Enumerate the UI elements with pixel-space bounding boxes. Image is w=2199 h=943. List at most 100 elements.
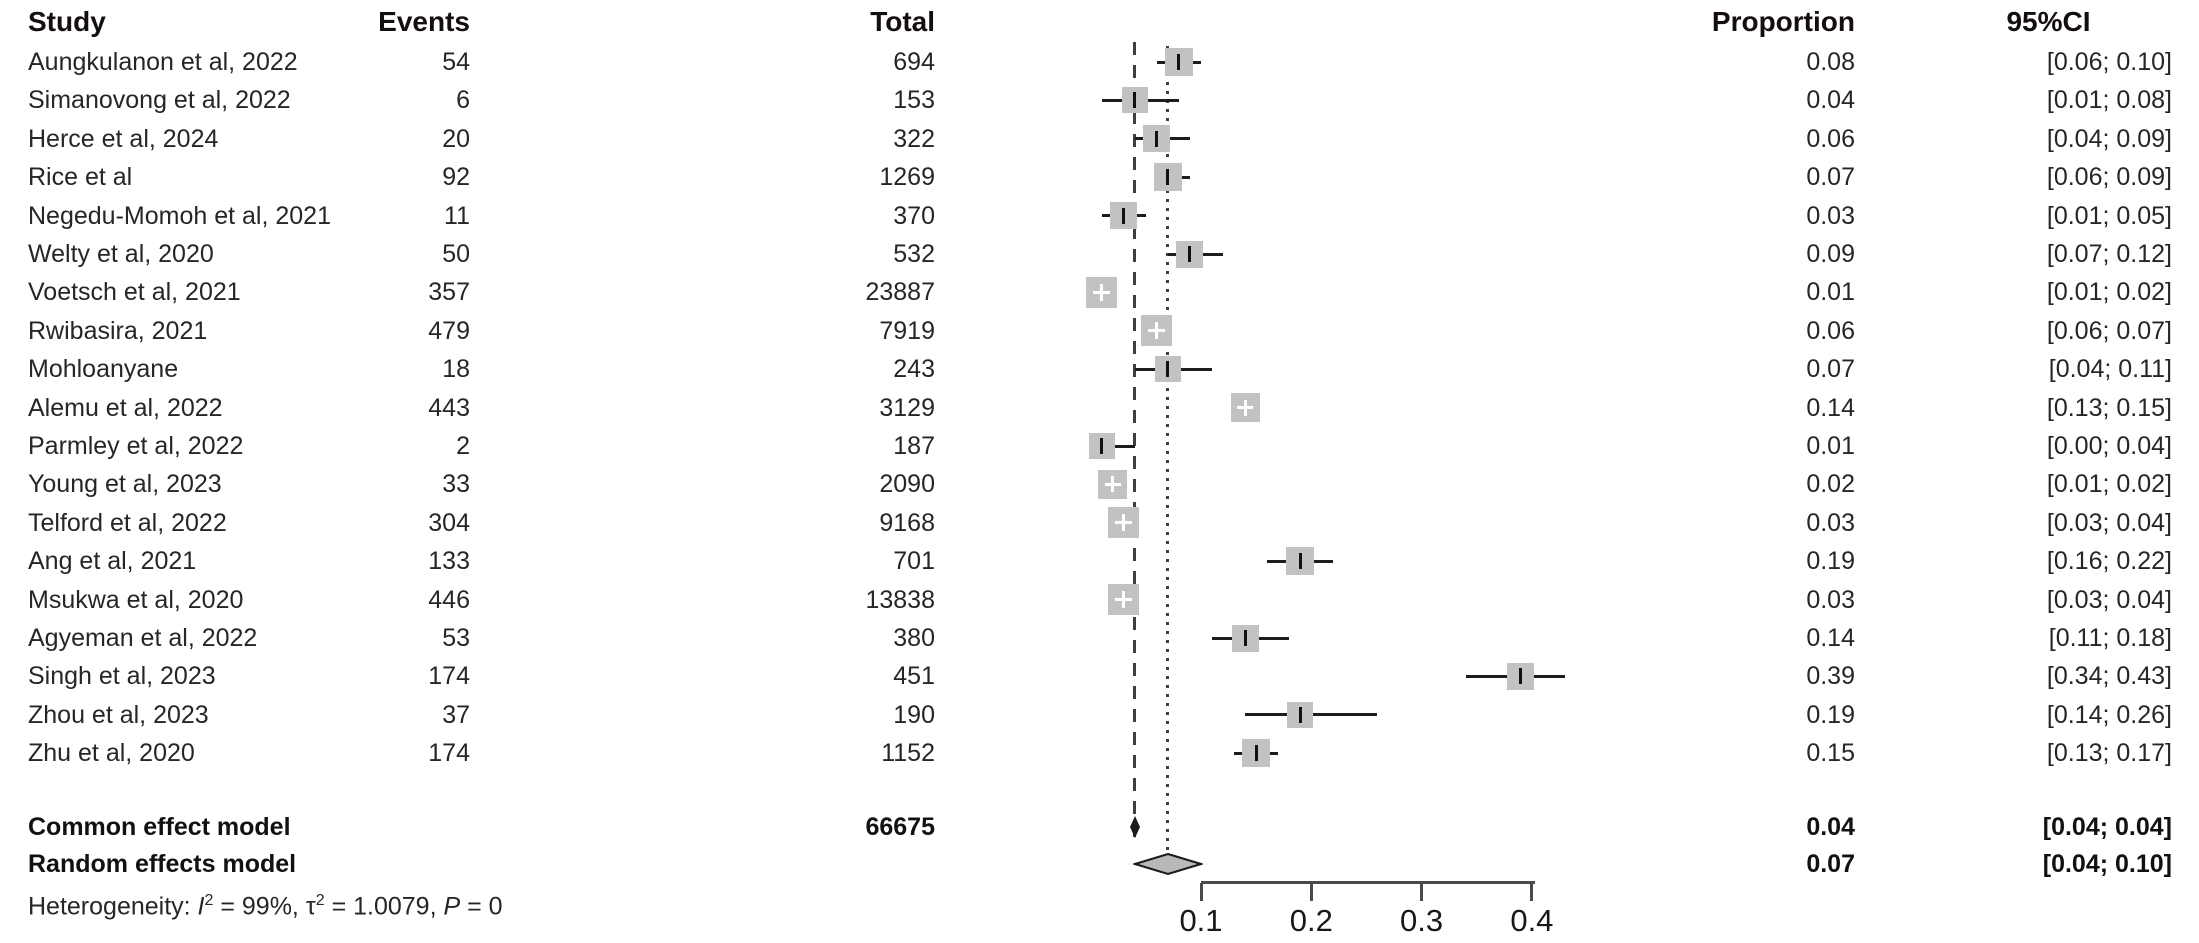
ci-value: [0.11; 0.18]	[2048, 624, 2172, 652]
events-value: 357	[428, 278, 470, 307]
proportion-value: 0.02	[1806, 470, 1855, 499]
events-value: 133	[428, 547, 470, 576]
ci-value: [0.06; 0.10]	[2046, 48, 2172, 76]
proportion-value: 0.39	[1806, 662, 1855, 691]
ci-value: [0.16; 0.22]	[2046, 547, 2172, 576]
table-row: Zhou et al, 2023 37 190 0.19 [0.14; 0.26…	[0, 696, 2199, 734]
table-row: Msukwa et al, 2020 446 13838 0.03 [0.03;…	[0, 581, 2199, 619]
table-row: Welty et al, 2020 50 532 0.09 [0.07; 0.1…	[0, 235, 2199, 273]
column-header-study: Study	[28, 6, 106, 37]
study-name: Ang et al, 2021	[28, 547, 197, 576]
proportion-value: 0.19	[1806, 700, 1855, 729]
events-value: 54	[442, 48, 470, 76]
total-value: 13838	[865, 585, 935, 614]
heterogeneity-note: Heterogeneity: I2 = 99%, τ2 = 1.0079, P …	[28, 882, 503, 920]
het-i-value: = 99%,	[213, 892, 306, 921]
proportion-value: 0.06	[1806, 316, 1855, 345]
study-name: Aungkulanon et al, 2022	[28, 48, 298, 76]
estimate-tick	[1133, 92, 1137, 109]
ci-value: [0.06; 0.07]	[2046, 316, 2172, 345]
random-effects-row: Random effects model 0.07 [0.04; 0.10]	[0, 845, 2199, 883]
proportion-value: 0.03	[1806, 585, 1855, 614]
ci-value: [0.13; 0.17]	[2046, 739, 2172, 768]
x-axis-tick-label: 0.1	[1179, 903, 1223, 938]
het-tau-sup: 2	[315, 892, 325, 909]
ci-value: [0.14; 0.26]	[2046, 700, 2172, 729]
estimate-tick	[1100, 438, 1104, 454]
study-name: Zhou et al, 2023	[28, 700, 209, 729]
table-row: Singh et al, 2023 174 451 0.39 [0.34; 0.…	[0, 657, 2199, 695]
table-row: Aungkulanon et al, 2022 54 694 0.08 [0.0…	[0, 43, 2199, 81]
ci-value: [0.01; 0.08]	[2046, 86, 2172, 115]
proportion-value: 0.08	[1806, 48, 1855, 76]
study-name: Mohloanyane	[28, 355, 179, 384]
estimate-tick	[1177, 54, 1181, 70]
random-effects-proportion: 0.07	[1806, 850, 1855, 878]
events-value: 443	[428, 393, 470, 422]
study-name: Zhu et al, 2020	[28, 739, 195, 768]
ci-value: [0.03; 0.04]	[2046, 508, 2172, 537]
x-axis-tick-label: 0.3	[1400, 903, 1444, 938]
estimate-tick	[1254, 745, 1258, 762]
total-value: 451	[893, 662, 935, 691]
total-value: 370	[893, 201, 935, 230]
estimate-cross-v	[1111, 476, 1115, 493]
proportion-value: 0.09	[1806, 240, 1855, 268]
events-value: 53	[442, 624, 470, 652]
column-header-events: Events	[378, 6, 470, 37]
table-row: Mohloanyane 18 243 0.07 [0.04; 0.11]	[0, 350, 2199, 388]
ci-value: [0.01; 0.02]	[2046, 470, 2172, 499]
proportion-value: 0.14	[1806, 624, 1855, 652]
total-value: 243	[893, 355, 935, 384]
common-effect-row: Common effect model 66675 0.04 [0.04; 0.…	[0, 808, 2199, 846]
common-effect-label: Common effect model	[28, 813, 291, 841]
estimate-cross-v	[1155, 322, 1159, 340]
events-value: 174	[428, 662, 470, 691]
x-axis-tick	[1420, 883, 1424, 901]
table-row: Voetsch et al, 2021 357 23887 0.01 [0.01…	[0, 273, 2199, 311]
ci-value: [0.13; 0.15]	[2046, 393, 2172, 422]
het-prefix: Heterogeneity:	[28, 892, 198, 921]
het-tau-symbol: τ	[305, 892, 316, 921]
total-value: 7919	[879, 316, 935, 345]
total-value: 1269	[879, 163, 935, 192]
x-axis-tick-label: 0.2	[1289, 903, 1333, 938]
proportion-value: 0.19	[1806, 547, 1855, 576]
x-axis-tick	[1199, 883, 1203, 901]
events-value: 33	[442, 470, 470, 499]
common-effect-reference-line	[1133, 42, 1137, 838]
ci-value: [0.04; 0.11]	[2048, 355, 2172, 384]
total-value: 187	[893, 432, 935, 460]
total-value: 3129	[879, 393, 935, 422]
column-header-total: Total	[870, 6, 935, 37]
study-name: Singh et al, 2023	[28, 662, 216, 691]
table-row: Young et al, 2023 33 2090 0.02 [0.01; 0.…	[0, 465, 2199, 503]
table-row: Rwibasira, 2021 479 7919 0.06 [0.06; 0.0…	[0, 312, 2199, 350]
total-value: 2090	[879, 470, 935, 499]
ci-value: [0.34; 0.43]	[2046, 662, 2172, 691]
het-p-symbol: P	[443, 892, 461, 921]
estimate-tick	[1243, 630, 1247, 646]
events-value: 446	[428, 585, 470, 614]
study-name: Parmley et al, 2022	[28, 432, 244, 460]
estimate-tick	[1155, 130, 1159, 147]
estimate-tick	[1122, 207, 1126, 224]
estimate-cross-v	[1243, 399, 1247, 416]
common-effect-diamond	[1129, 816, 1140, 838]
study-name: Young et al, 2023	[28, 470, 222, 499]
study-name: Simanovong et al, 2022	[28, 86, 291, 115]
study-name: Negedu-Momoh et al, 2021	[28, 201, 331, 230]
study-name: Welty et al, 2020	[28, 240, 214, 268]
table-row: Parmley et al, 2022 2 187 0.01 [0.00; 0.…	[0, 427, 2199, 465]
events-value: 304	[428, 508, 470, 537]
table-row: Telford et al, 2022 304 9168 0.03 [0.03;…	[0, 504, 2199, 542]
proportion-value: 0.07	[1806, 163, 1855, 192]
ci-value: [0.00; 0.04]	[2046, 432, 2172, 460]
proportion-value: 0.04	[1806, 86, 1855, 115]
header-row: Study Events Total Proportion 95%CI	[0, 3, 2199, 41]
events-value: 20	[442, 124, 470, 153]
study-name: Rwibasira, 2021	[28, 316, 208, 345]
common-effect-total: 66675	[865, 813, 935, 841]
het-i-sup: 2	[204, 892, 214, 909]
total-value: 322	[893, 124, 935, 153]
